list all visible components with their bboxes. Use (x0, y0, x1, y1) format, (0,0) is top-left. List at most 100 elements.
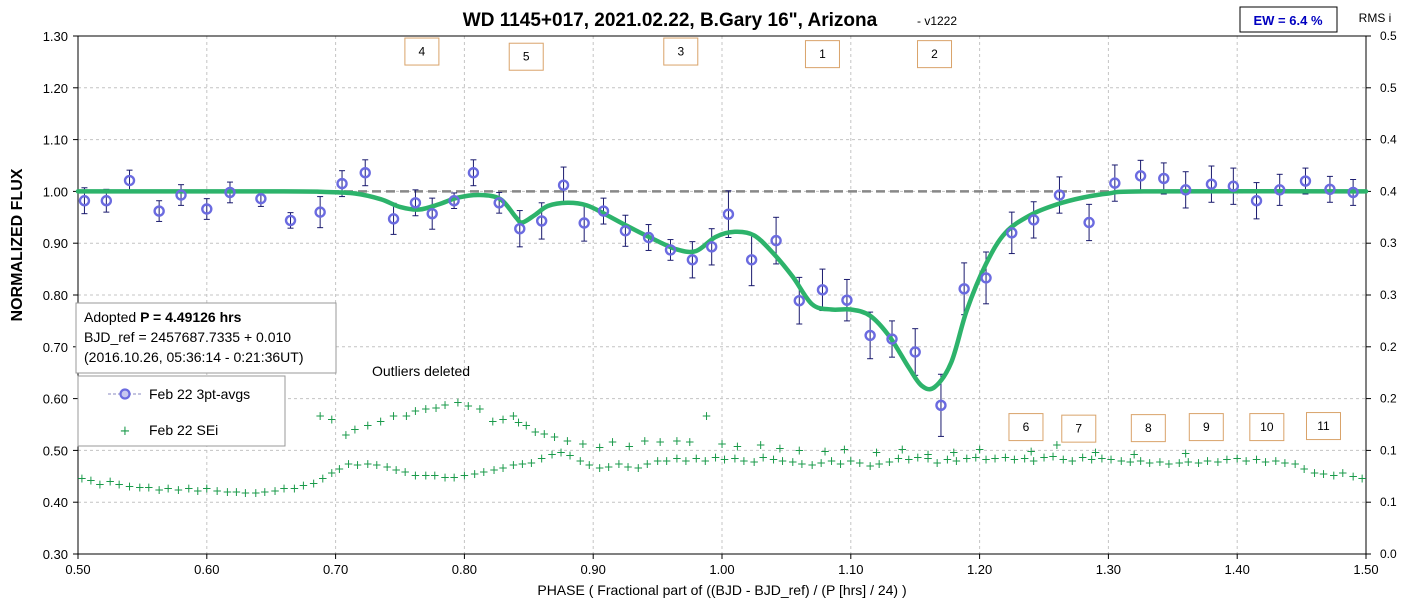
avg-point (1027, 214, 1040, 226)
sei-point: + (807, 458, 817, 472)
sei-point: + (498, 412, 508, 426)
y2-tick-label: 0.1 (1380, 495, 1397, 509)
avg-point (255, 192, 267, 205)
dip-label-box (1008, 413, 1044, 442)
sei-point: + (459, 468, 469, 482)
sei-point: + (298, 479, 308, 493)
sei-point: + (1309, 466, 1319, 480)
info-bjd-ref: BJD_ref = 2457687.7335 + 0.010 (84, 329, 291, 345)
avg-point (841, 294, 853, 306)
sei-point: + (1251, 453, 1261, 467)
sei-point: + (1241, 454, 1251, 468)
sei-point: + (1026, 444, 1036, 458)
sei-point: + (77, 471, 87, 485)
sei-point: + (372, 458, 382, 472)
sei-point: + (691, 452, 701, 466)
sei-point: + (1106, 453, 1116, 467)
sei-point: + (672, 434, 682, 448)
sei-point: + (489, 463, 499, 477)
sei-point: + (1181, 447, 1191, 461)
sei-point: + (279, 482, 289, 496)
sei-point: + (212, 484, 222, 498)
avg-point (1205, 178, 1218, 190)
sei-point: + (1125, 455, 1135, 469)
sei-point: + (971, 451, 981, 465)
y2-tick-label: 0.0 (1380, 547, 1397, 561)
sei-point: + (633, 461, 643, 475)
avg-point (864, 329, 876, 342)
sei-point: + (874, 457, 884, 471)
sei-point: + (655, 435, 665, 449)
avg-point (557, 179, 570, 191)
avg-point (153, 205, 165, 217)
legend-box (77, 375, 286, 447)
sei-point: + (1145, 456, 1155, 470)
avg-point (175, 189, 187, 201)
x-tick-label: 1.50 (1353, 562, 1378, 577)
sei-point: + (595, 440, 605, 454)
x-tick-label: 0.90 (581, 562, 606, 577)
sei-point: + (720, 453, 730, 467)
sei-point: + (463, 399, 473, 413)
outliers-note: Outliers deleted (372, 363, 470, 379)
avg-point (686, 254, 699, 266)
sei-point: + (1357, 471, 1367, 485)
sei-point: + (884, 455, 894, 469)
sei-point: + (1261, 455, 1271, 469)
sei-point: + (1067, 454, 1077, 468)
sei-point: + (475, 402, 485, 416)
sei-point: + (1183, 455, 1193, 469)
x-tick-label: 0.70 (323, 562, 348, 577)
avg-point (958, 283, 970, 295)
sei-point: + (949, 445, 959, 459)
dip-label: 7 (1075, 422, 1082, 436)
sei-point: + (1348, 469, 1358, 483)
sei-point: + (685, 435, 695, 449)
sei-point: + (431, 401, 441, 415)
sei-point: + (517, 457, 527, 471)
x-tick-label: 0.60 (194, 562, 219, 577)
ew-label: EW = 6.4 % (1254, 13, 1323, 28)
sei-point: + (260, 485, 270, 499)
sei-point: + (251, 486, 261, 500)
y-tick-label: 0.40 (43, 495, 68, 510)
sei-point: + (421, 468, 431, 482)
sei-point: + (607, 435, 617, 449)
sei-point: + (240, 486, 250, 500)
sei-point: + (778, 454, 788, 468)
avg-point (123, 174, 136, 187)
sei-point: + (508, 458, 518, 472)
sei-point: + (318, 471, 328, 485)
chart-version-label: - v1222 (917, 14, 957, 28)
y2-tick-label: 0.1 (1380, 443, 1397, 457)
y2-tick-label: 0.5 (1380, 29, 1397, 43)
sei-point: + (835, 457, 845, 471)
dip-label: 2 (931, 47, 938, 61)
avg-point (409, 197, 422, 209)
sei-point: + (1087, 453, 1097, 467)
avg-point (619, 225, 632, 237)
sei-point: + (327, 412, 337, 426)
sei-point: + (173, 483, 183, 497)
sei-point: + (350, 423, 360, 437)
dip-label: 6 (1023, 420, 1030, 434)
sei-point: + (1090, 445, 1100, 459)
avg-point (284, 214, 297, 227)
sei-point: + (904, 453, 914, 467)
avg-point (387, 213, 400, 225)
sei-point: + (642, 457, 652, 471)
sei-point: + (498, 461, 508, 475)
sei-point: + (453, 396, 463, 410)
sei-point: + (105, 474, 115, 488)
x-tick-label: 1.10 (838, 562, 863, 577)
sei-point: + (794, 443, 804, 457)
sei-point: + (932, 456, 942, 470)
y2-tick-label: 0.4 (1380, 133, 1397, 147)
sei-point: + (550, 430, 560, 444)
sei-point: + (508, 409, 518, 423)
avg-point (1227, 180, 1240, 192)
sei-point: + (334, 462, 344, 476)
sei-point: + (391, 463, 401, 477)
sei-point: + (1329, 468, 1339, 482)
sei-point: + (352, 458, 362, 472)
